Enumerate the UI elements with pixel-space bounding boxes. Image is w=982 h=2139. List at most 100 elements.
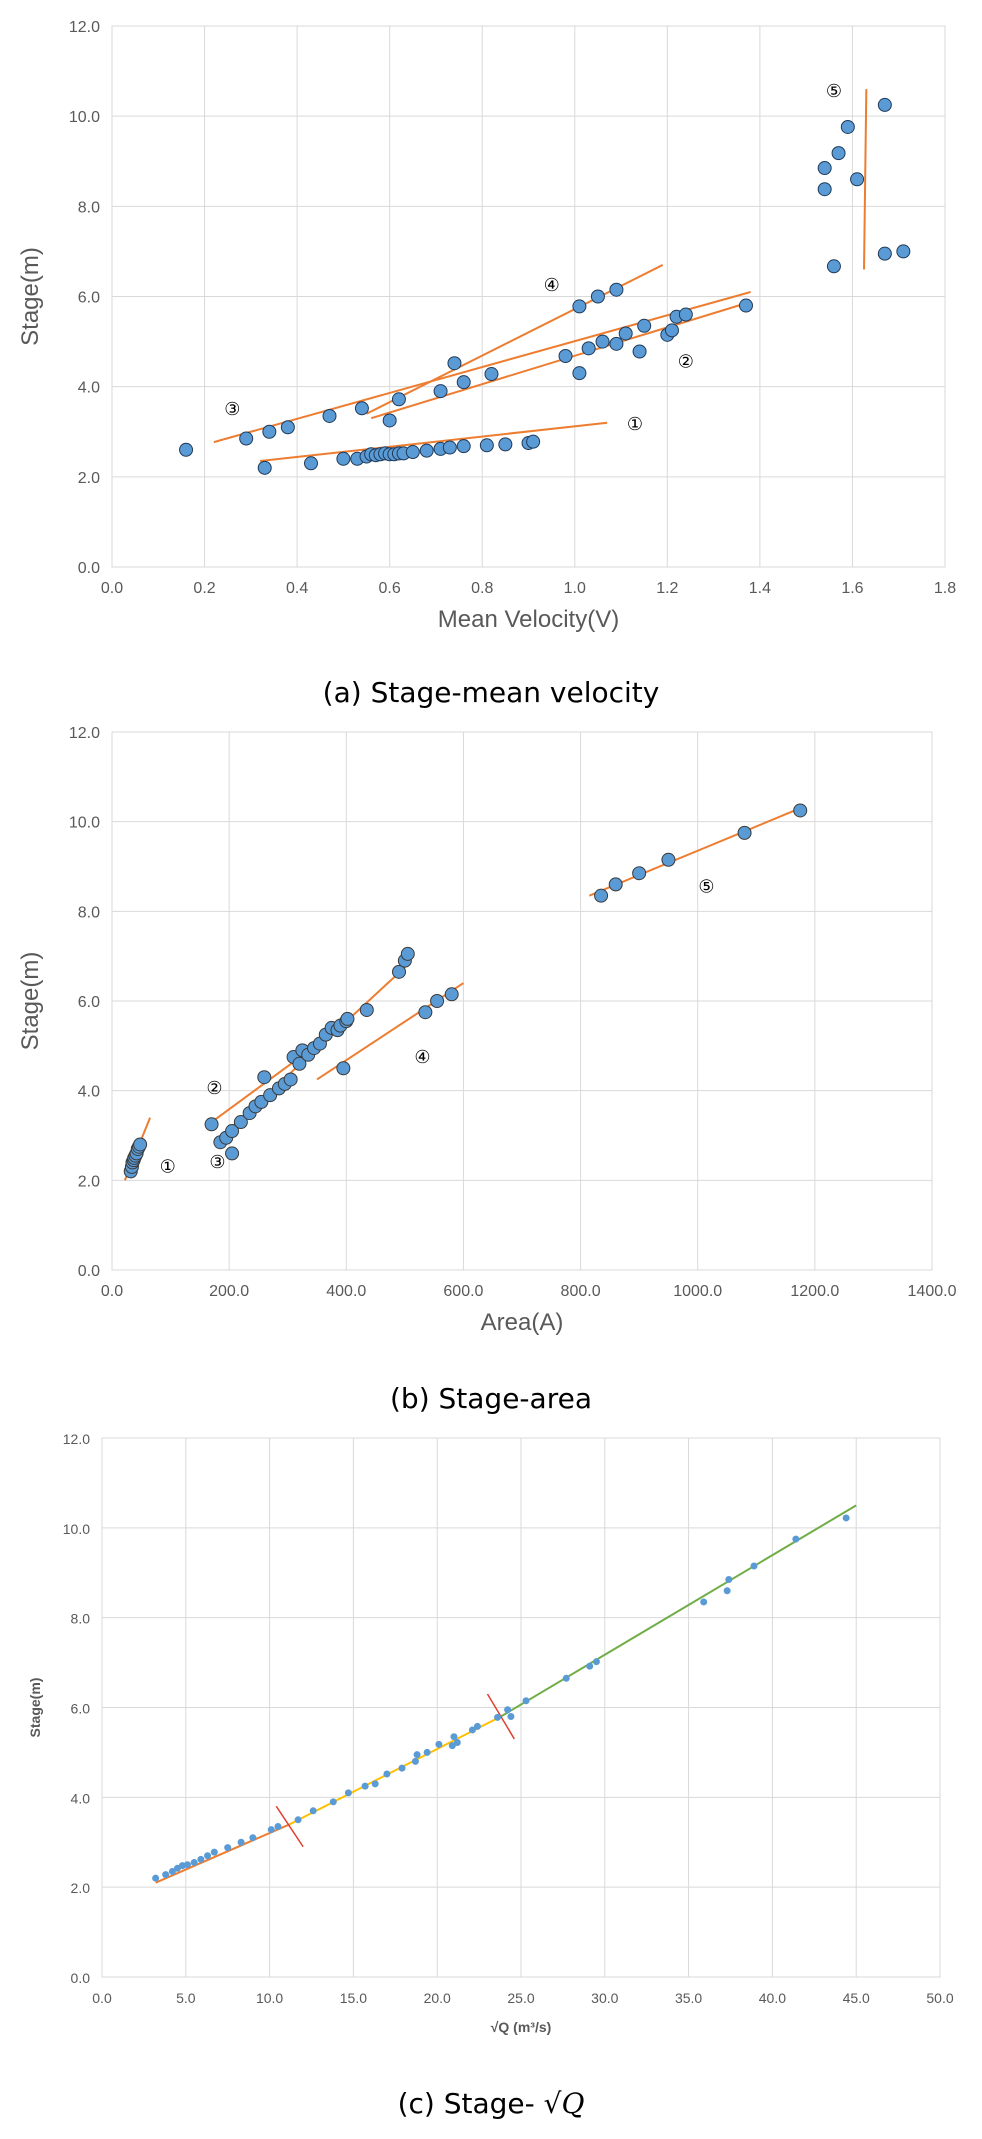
data-point <box>826 259 841 274</box>
data-point <box>817 161 832 176</box>
data-point <box>442 440 457 455</box>
data-point <box>190 1858 198 1866</box>
data-point <box>448 1742 456 1750</box>
data-point <box>344 1789 352 1797</box>
x-tick-label: 1400.0 <box>908 1283 957 1300</box>
x-tick-label: 1000.0 <box>673 1283 722 1300</box>
x-tick-label: 1.8 <box>934 580 956 597</box>
trend-line-5 <box>863 89 868 270</box>
x-tick-label: 200.0 <box>209 1283 249 1300</box>
segment-annotation: ② <box>678 352 694 373</box>
trend-line-3 <box>213 291 751 444</box>
x-tick-label: 0.8 <box>471 580 493 597</box>
segment-annotation: ④ <box>544 275 560 296</box>
x-tick-label: 1.4 <box>749 580 771 597</box>
data-point <box>484 367 499 382</box>
data-point <box>504 1706 512 1714</box>
data-point <box>162 1871 170 1879</box>
data-point <box>592 1658 600 1666</box>
data-point <box>237 1838 245 1846</box>
data-point <box>700 1598 708 1606</box>
data-point <box>450 1733 458 1741</box>
data-point <box>283 1072 298 1087</box>
data-point <box>558 349 573 364</box>
y-axis-label: Stage(m) <box>17 247 44 346</box>
data-point <box>371 1780 379 1788</box>
data-point <box>479 438 494 453</box>
data-point <box>391 392 406 407</box>
y-tick-label: 4.0 <box>71 1790 91 1806</box>
y-tick-label: 2.0 <box>78 1173 100 1190</box>
data-point <box>572 299 587 314</box>
data-point <box>877 97 892 112</box>
data-point <box>840 119 855 134</box>
x-tick-label: 30.0 <box>591 1990 618 2006</box>
data-point <box>423 1748 431 1756</box>
data-point <box>168 1867 176 1875</box>
data-point <box>354 401 369 416</box>
data-point <box>309 1807 317 1815</box>
segment-annotation: ⑤ <box>698 876 714 897</box>
y-tick-label: 6.0 <box>71 1701 91 1717</box>
data-point <box>793 803 808 818</box>
caption-text: (c) Stage- <box>398 2087 544 2120</box>
chart-3: 0.0 5.0 10.0 15.0 20.0 25.0 30.0 35.0 40.0 45.0 50… <box>27 1431 954 2120</box>
x-tick-label: 45.0 <box>843 1990 870 2006</box>
x-tick-label: 40.0 <box>759 1990 786 2006</box>
segment-annotation: ④ <box>414 1047 430 1068</box>
data-point <box>522 1697 530 1705</box>
segment-annotation: ⑤ <box>826 81 842 102</box>
trend-line-1 <box>259 421 608 463</box>
data-point <box>581 341 596 356</box>
caption-text: (b) Stage-area <box>390 1382 592 1415</box>
data-point <box>225 1146 240 1161</box>
y-tick-label: 8.0 <box>78 904 100 921</box>
x-tick-label: 600.0 <box>443 1283 483 1300</box>
trend-line-5 <box>588 807 801 897</box>
y-tick-label: 2.0 <box>71 1880 91 1896</box>
data-point <box>179 442 194 457</box>
data-point <box>572 366 587 381</box>
data-point <box>303 456 318 471</box>
x-axis-label: Area(A) <box>481 1309 564 1336</box>
data-point <box>661 852 676 867</box>
data-point <box>257 460 272 475</box>
y-axis-label: Stage(m) <box>27 1678 43 1738</box>
x-tick-label: 35.0 <box>675 1990 702 2006</box>
data-point <box>435 1740 443 1748</box>
data-point <box>152 1874 160 1882</box>
data-point <box>383 1770 391 1778</box>
data-point <box>197 1855 205 1863</box>
y-tick-label: 0.0 <box>78 1263 100 1280</box>
segment-annotation: ③ <box>209 1152 225 1173</box>
x-axis-label: Mean Velocity(V) <box>438 606 619 633</box>
data-point <box>257 1070 272 1085</box>
data-point <box>817 182 832 197</box>
data-point <box>280 420 295 435</box>
data-point <box>400 946 415 961</box>
data-point <box>896 244 911 259</box>
data-point <box>609 336 624 351</box>
data-point <box>336 1061 351 1076</box>
x-tick-label: 800.0 <box>561 1283 601 1300</box>
x-tick-label: 15.0 <box>340 1990 367 2006</box>
data-point <box>204 1852 212 1860</box>
x-tick-label: 0.4 <box>286 580 308 597</box>
data-point <box>850 172 865 187</box>
data-point <box>419 443 434 458</box>
y-tick-label: 10.0 <box>69 815 100 832</box>
data-point <box>562 1674 570 1682</box>
data-point <box>133 1137 148 1152</box>
data-point <box>322 408 337 423</box>
fit-segment-1 <box>155 1823 291 1884</box>
data-point <box>456 375 471 390</box>
y-tick-label: 12.0 <box>69 725 100 742</box>
data-point <box>526 434 541 449</box>
data-point <box>632 866 647 881</box>
y-tick-label: 12.0 <box>63 1431 90 1447</box>
data-point <box>361 1782 369 1790</box>
data-point <box>594 888 609 903</box>
y-tick-label: 6.0 <box>78 994 100 1011</box>
data-point <box>267 1826 275 1834</box>
data-point <box>468 1726 476 1734</box>
